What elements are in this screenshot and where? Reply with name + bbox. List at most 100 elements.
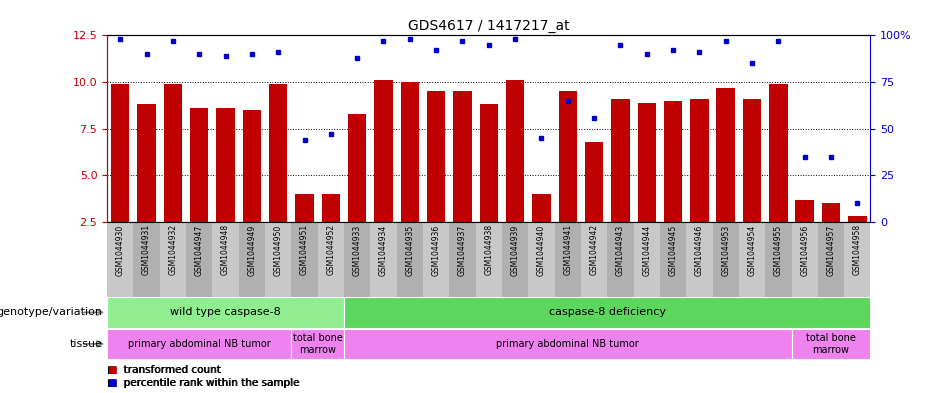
Bar	[344, 329, 791, 359]
Bar	[186, 222, 212, 297]
Bar	[638, 103, 656, 222]
Bar	[817, 222, 844, 297]
Text: GSM1044942: GSM1044942	[589, 224, 599, 275]
Bar	[160, 222, 186, 297]
Text: GSM1044931: GSM1044931	[142, 224, 151, 275]
Text: GSM1044951: GSM1044951	[300, 224, 309, 275]
Bar	[269, 84, 288, 222]
Bar	[476, 222, 502, 297]
Text: tissue: tissue	[70, 339, 102, 349]
Bar	[450, 222, 476, 297]
Text: primary abdominal NB tumor: primary abdominal NB tumor	[128, 339, 271, 349]
Text: GSM1044937: GSM1044937	[458, 224, 467, 275]
Text: GSM1044943: GSM1044943	[616, 224, 625, 275]
Text: GSM1044936: GSM1044936	[432, 224, 440, 275]
Bar	[506, 80, 524, 222]
Bar	[295, 194, 314, 222]
Text: GSM1044955: GSM1044955	[774, 224, 783, 275]
Bar	[348, 114, 367, 222]
Bar	[822, 203, 840, 222]
Text: genotype/variation: genotype/variation	[0, 307, 102, 318]
Text: GSM1044940: GSM1044940	[537, 224, 546, 275]
Bar	[611, 99, 629, 222]
Bar	[321, 194, 340, 222]
Bar	[739, 222, 765, 297]
Text: GSM1044958: GSM1044958	[853, 224, 862, 275]
Bar	[291, 329, 344, 359]
Text: GSM1044930: GSM1044930	[115, 224, 125, 275]
Bar	[743, 99, 762, 222]
Bar	[423, 222, 450, 297]
Text: percentile rank within the sample: percentile rank within the sample	[124, 378, 300, 388]
Bar	[111, 84, 129, 222]
Bar	[371, 222, 397, 297]
Bar	[607, 222, 634, 297]
Bar	[634, 222, 660, 297]
Text: GSM1044956: GSM1044956	[800, 224, 809, 275]
Bar	[400, 82, 419, 222]
Bar	[528, 222, 555, 297]
Bar	[844, 222, 870, 297]
Text: GSM1044954: GSM1044954	[748, 224, 757, 275]
Bar	[585, 142, 603, 222]
Bar	[133, 222, 160, 297]
Bar	[216, 108, 235, 222]
Bar	[107, 222, 133, 297]
Bar	[397, 222, 423, 297]
Text: GSM1044952: GSM1044952	[327, 224, 335, 275]
Text: total bone
marrow: total bone marrow	[292, 333, 343, 354]
Bar	[107, 298, 344, 327]
Text: GSM1044935: GSM1044935	[405, 224, 414, 275]
Bar	[533, 194, 550, 222]
Bar	[791, 222, 817, 297]
Text: primary abdominal NB tumor: primary abdominal NB tumor	[496, 339, 639, 349]
Text: GSM1044944: GSM1044944	[642, 224, 651, 275]
Text: GSM1044946: GSM1044946	[695, 224, 704, 275]
Text: ■  transformed count: ■ transformed count	[107, 365, 221, 375]
Bar	[107, 329, 291, 359]
Bar	[717, 88, 735, 222]
Text: GSM1044934: GSM1044934	[379, 224, 388, 275]
Bar	[791, 329, 870, 359]
Text: wild type caspase-8: wild type caspase-8	[170, 307, 281, 318]
Text: GSM1044933: GSM1044933	[353, 224, 361, 275]
Bar	[555, 222, 581, 297]
Text: GSM1044932: GSM1044932	[169, 224, 178, 275]
Bar	[317, 222, 344, 297]
Text: GSM1044941: GSM1044941	[563, 224, 573, 275]
Bar	[660, 222, 686, 297]
Bar	[848, 217, 867, 222]
Text: GSM1044947: GSM1044947	[195, 224, 204, 275]
Text: ■: ■	[107, 378, 116, 388]
Bar	[559, 91, 577, 222]
Bar	[344, 298, 870, 327]
Bar	[212, 222, 238, 297]
Text: GSM1044950: GSM1044950	[274, 224, 283, 275]
Bar	[712, 222, 739, 297]
Bar	[664, 101, 682, 222]
Text: GSM1044953: GSM1044953	[722, 224, 730, 275]
Bar	[190, 108, 209, 222]
Text: GSM1044948: GSM1044948	[221, 224, 230, 275]
Bar	[427, 91, 445, 222]
Text: total bone
marrow: total bone marrow	[806, 333, 856, 354]
Bar	[291, 222, 317, 297]
Text: transformed count: transformed count	[124, 365, 221, 375]
Bar	[686, 222, 712, 297]
Bar	[795, 200, 814, 222]
Bar	[238, 222, 265, 297]
Bar	[243, 110, 261, 222]
Text: GSM1044938: GSM1044938	[484, 224, 493, 275]
Bar	[265, 222, 291, 297]
Bar	[690, 99, 708, 222]
Text: ■: ■	[107, 365, 116, 375]
Bar	[138, 105, 155, 222]
Bar	[581, 222, 607, 297]
Text: GSM1044949: GSM1044949	[248, 224, 256, 275]
Bar	[453, 91, 472, 222]
Text: GSM1044945: GSM1044945	[668, 224, 678, 275]
Text: GSM1044939: GSM1044939	[510, 224, 519, 275]
Bar	[374, 80, 393, 222]
Bar	[164, 84, 182, 222]
Text: GSM1044957: GSM1044957	[827, 224, 835, 275]
